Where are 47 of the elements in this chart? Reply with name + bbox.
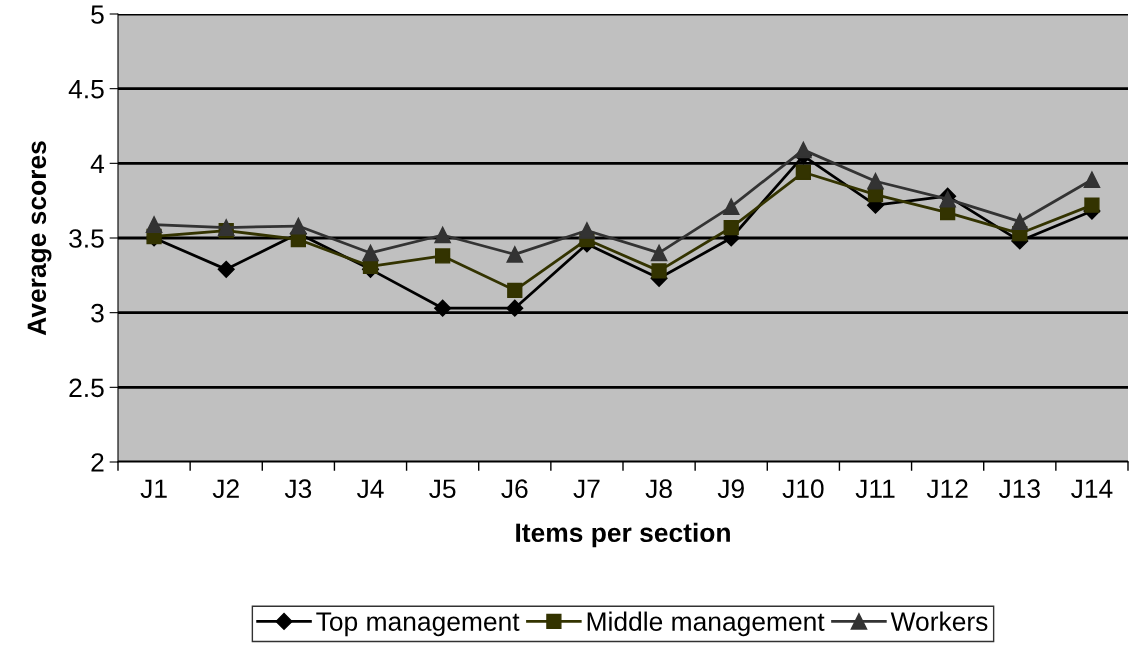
x-tick-label: J12 (926, 479, 968, 499)
point (722, 198, 740, 215)
legend-label: Workers (890, 611, 988, 631)
point (578, 222, 596, 239)
point (795, 141, 812, 159)
y-tick-label: 2 (91, 453, 104, 472)
x-tick-label: J2 (212, 479, 239, 499)
y-tick-label: 4.5 (68, 80, 104, 99)
legend-label: Middle management (587, 611, 825, 637)
y-tick-label: 2.5 (69, 378, 104, 398)
x-tick-label: J11 (855, 479, 895, 499)
x-tick-label: J1 (140, 479, 167, 499)
point (1083, 171, 1101, 189)
x-tick-label: J5 (429, 479, 456, 499)
point (795, 164, 811, 180)
point (867, 172, 884, 190)
point (434, 226, 451, 244)
point (434, 299, 452, 317)
y-axis-title: Average scores (27, 141, 52, 336)
x-tick-label: J6 (501, 479, 528, 499)
x-tick-label: J9 (717, 479, 744, 499)
point (1084, 197, 1100, 213)
point (507, 282, 523, 298)
point (650, 244, 668, 262)
y-tick-label: 5 (91, 5, 104, 24)
y-tick-label: 3 (91, 303, 104, 323)
point (506, 299, 524, 317)
x-tick-label: J14 (1071, 479, 1113, 499)
point (362, 244, 379, 262)
y-tick-label: 4 (90, 154, 105, 173)
legend-label: Top management (316, 612, 520, 637)
x-tick-label: J13 (998, 479, 1040, 499)
point (435, 248, 451, 264)
point (651, 263, 667, 279)
point (723, 219, 739, 236)
point (145, 216, 163, 233)
point (506, 246, 524, 263)
point (290, 217, 307, 235)
x-tick-label: J4 (356, 479, 384, 499)
point (217, 260, 235, 278)
point (1011, 213, 1029, 230)
x-tick-label: J3 (284, 479, 312, 499)
x-tick-label: J10 (782, 479, 824, 499)
x-axis-title: Items per section (516, 522, 730, 548)
y-tick-label: 3.5 (69, 229, 104, 248)
x-tick-label: J8 (645, 479, 672, 499)
x-tick-label: J7 (573, 479, 600, 499)
